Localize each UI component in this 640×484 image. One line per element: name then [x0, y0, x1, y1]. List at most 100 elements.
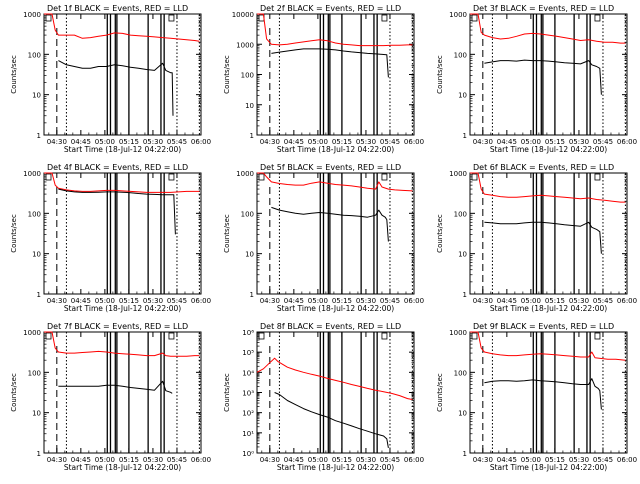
y-tick-label: 10⁶ [242, 329, 254, 337]
y-tick-label: 1 [37, 450, 41, 458]
x-axis-label: Start Time (18-Jul-12 04:22:00) [64, 463, 181, 472]
panel-title: Det 4f BLACK = Events, RED = LLD [47, 163, 188, 172]
panel-title: Det 3f BLACK = Events, RED = LLD [473, 4, 614, 13]
x-axis-label: Start Time (18-Jul-12 04:22:00) [64, 304, 181, 313]
x-tick-label: 04:30 [473, 138, 493, 146]
y-tick-label: 1 [463, 291, 467, 299]
x-tick-label: 04:30 [473, 297, 493, 305]
y-axis-label: Counts/sec [436, 55, 444, 94]
y-tick-label: 1 [463, 132, 467, 140]
corner-marker-box [381, 14, 388, 22]
x-tick-label: 04:45 [284, 138, 304, 146]
y-tick-label: 100 [28, 51, 41, 59]
x-tick-label: 05:30 [569, 138, 589, 146]
x-axis-label: Start Time (18-Jul-12 04:22:00) [490, 145, 607, 154]
x-tick-label: 05:15 [332, 138, 352, 146]
x-tick-label: 04:45 [284, 456, 304, 464]
x-tick-label: 04:30 [47, 456, 67, 464]
x-tick-label: 05:30 [143, 297, 163, 305]
y-axis-label: Counts/sec [10, 214, 18, 253]
corner-marker-box [594, 173, 601, 181]
events-series-line [58, 188, 176, 235]
x-tick-label: 05:15 [545, 456, 565, 464]
x-tick-label: 05:00 [95, 297, 115, 305]
x-tick-label: 04:45 [284, 297, 304, 305]
corner-marker-box [471, 173, 478, 181]
y-tick-label: 1000 [236, 41, 254, 49]
x-tick-label: 05:15 [119, 138, 139, 146]
y-tick-label: 10 [245, 251, 254, 259]
corner-marker-box [381, 332, 388, 340]
detector-panel-8: Det 8f BLACK = Events, RED = LLD 10⁰ 10¹ 10… [223, 322, 424, 472]
panel-title: Det 1f BLACK = Events, RED = LLD [47, 4, 188, 13]
x-tick-label: 04:30 [260, 456, 280, 464]
y-axis-label: Counts/sec [436, 373, 444, 412]
corner-marker-box [594, 14, 601, 22]
y-axis-label: Counts/sec [436, 214, 444, 253]
x-tick-label: 05:15 [332, 456, 352, 464]
y-tick-label: 10⁰ [242, 450, 254, 458]
detector-panel-9: Det 9f BLACK = Events, RED = LLD 1 10 100 10… [436, 322, 637, 472]
x-tick-label: 06:00 [191, 456, 211, 464]
x-tick-label: 06:00 [617, 456, 637, 464]
y-tick-label: 1 [37, 132, 41, 140]
plot-frame [469, 331, 628, 454]
corner-marker-box [45, 173, 52, 181]
panel-title: Det 2f BLACK = Events, RED = LLD [260, 4, 401, 13]
corner-marker-box [594, 332, 601, 340]
x-tick-label: 05:15 [545, 138, 565, 146]
x-tick-label: 06:00 [191, 297, 211, 305]
x-tick-label: 05:45 [593, 297, 613, 305]
events-series-line [58, 60, 174, 116]
x-tick-label: 04:45 [71, 297, 91, 305]
x-tick-label: 04:45 [71, 456, 91, 464]
y-tick-label: 10⁵ [242, 349, 254, 357]
x-tick-label: 05:45 [593, 456, 613, 464]
y-axis-label: Counts/sec [223, 214, 231, 253]
plot-frame [43, 172, 202, 295]
x-tick-label: 05:15 [332, 297, 352, 305]
y-tick-label: 1 [463, 450, 467, 458]
x-tick-label: 06:00 [617, 138, 637, 146]
y-tick-label: 1000 [449, 329, 467, 337]
y-tick-label: 100 [454, 210, 467, 218]
x-tick-label: 05:00 [95, 138, 115, 146]
x-axis-label: Start Time (18-Jul-12 04:22:00) [490, 463, 607, 472]
x-tick-label: 04:30 [260, 138, 280, 146]
plot-frame [43, 331, 202, 454]
x-tick-label: 05:00 [521, 456, 541, 464]
detector-panel-4: Det 4f BLACK = Events, RED = LLD 1 10 100 10… [10, 163, 211, 313]
detector-panel-1: Det 1f BLACK = Events, RED = LLD 1 10 100 10… [10, 4, 211, 154]
events-series-line [271, 48, 389, 78]
y-axis-label: Counts/sec [223, 55, 231, 94]
y-axis-label: Counts/sec [10, 55, 18, 94]
x-tick-label: 05:30 [143, 456, 163, 464]
y-tick-label: 100 [28, 369, 41, 377]
y-tick-label: 100 [28, 210, 41, 218]
x-tick-label: 05:15 [545, 297, 565, 305]
y-tick-label: 1000 [449, 11, 467, 19]
y-tick-label: 1 [250, 132, 254, 140]
lld-series-line [470, 331, 626, 361]
y-tick-label: 10 [32, 251, 41, 259]
plot-frame [256, 172, 415, 295]
x-tick-label: 05:00 [308, 297, 328, 305]
events-series-line [484, 221, 602, 254]
x-tick-label: 05:30 [569, 456, 589, 464]
corner-marker-box [258, 173, 265, 181]
corner-marker-box [258, 332, 265, 340]
x-tick-label: 04:45 [497, 456, 517, 464]
y-tick-label: 100 [241, 72, 254, 80]
y-tick-label: 10 [458, 251, 467, 259]
x-tick-label: 06:00 [404, 297, 424, 305]
x-axis-label: Start Time (18-Jul-12 04:22:00) [277, 145, 394, 154]
plot-frame [469, 13, 628, 136]
x-tick-label: 04:30 [260, 297, 280, 305]
panel-title: Det 8f BLACK = Events, RED = LLD [260, 322, 401, 331]
x-tick-label: 05:30 [143, 138, 163, 146]
y-tick-label: 10000 [232, 11, 254, 19]
detector-panel-3: Det 3f BLACK = Events, RED = LLD 1 10 100 10… [436, 4, 637, 154]
y-tick-label: 1000 [449, 170, 467, 178]
x-tick-label: 05:30 [356, 138, 376, 146]
x-tick-label: 05:15 [119, 456, 139, 464]
